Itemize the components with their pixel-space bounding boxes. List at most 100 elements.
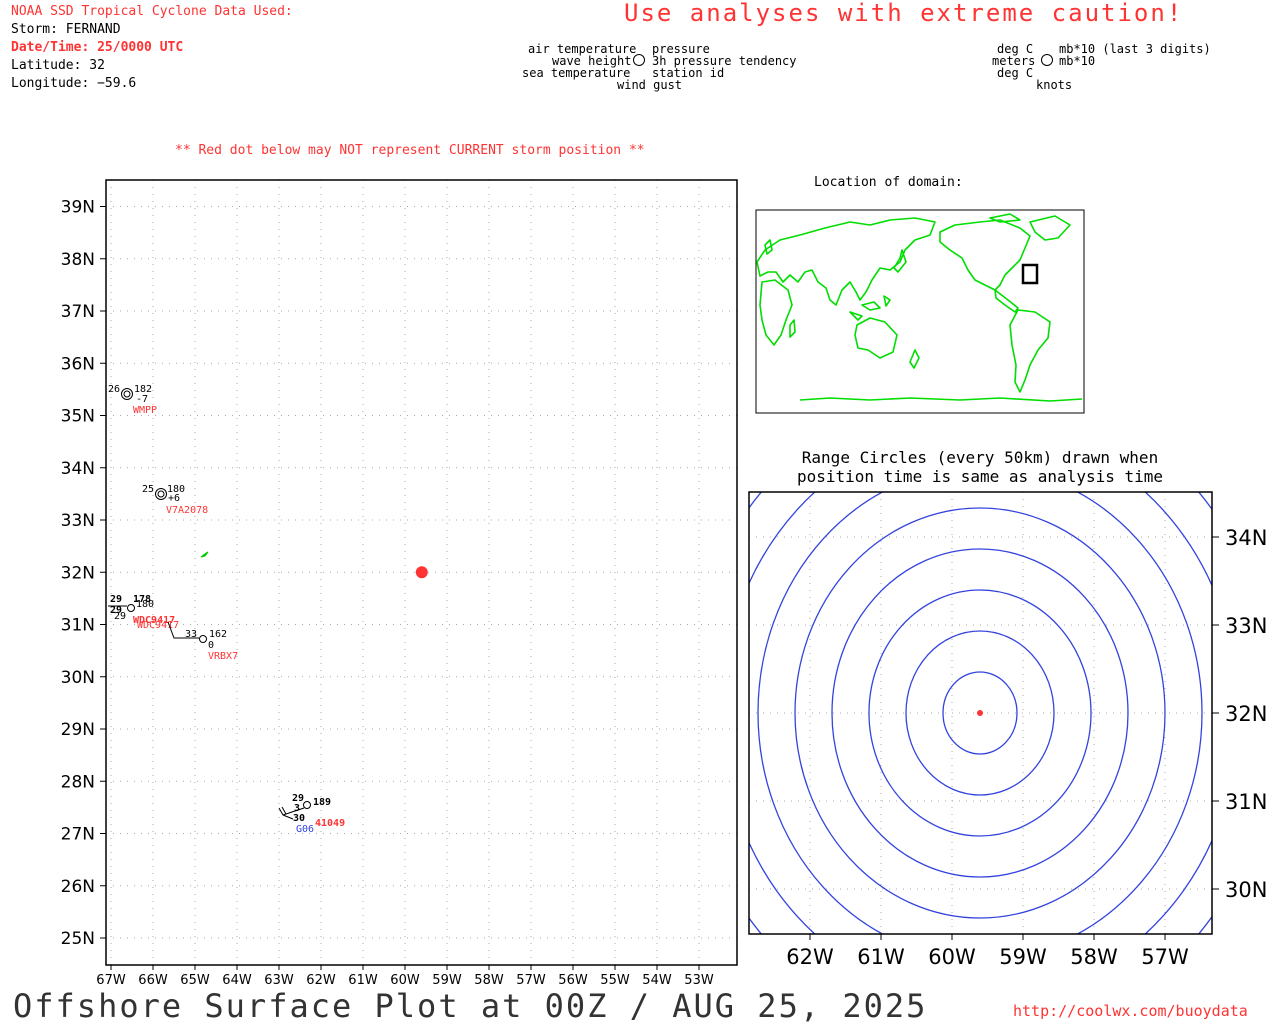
range-lon-label-57w: 57W xyxy=(1141,945,1189,969)
lon-label-63w: 63W xyxy=(264,973,294,988)
station-v7a2078-pressure: 180 xyxy=(167,484,185,495)
range-circle-250km xyxy=(794,507,1166,919)
storm-position-dot xyxy=(415,566,428,579)
footer-url-link[interactable]: http://coolwx.com/buoydata xyxy=(1013,1002,1248,1020)
legend-unit-meters: meters xyxy=(992,54,1036,68)
range-lat-label-30n: 30N xyxy=(1225,878,1267,902)
station-vrbx7-id: VRBX7 xyxy=(208,651,238,662)
storm-name: Storm: FERNAND xyxy=(11,22,121,37)
lon-label-58w: 58W xyxy=(474,973,504,988)
latitude-label: Latitude: 32 xyxy=(11,58,105,73)
lat-label-37n: 37N xyxy=(61,302,95,322)
legend-unit-deg-c: deg C xyxy=(997,42,1034,56)
data-source-label: NOAA SSD Tropical Cyclone Data Used: xyxy=(11,4,293,19)
station-v7a2078: 25 180 +6 V7A2078 xyxy=(142,484,208,516)
lon-label-59w: 59W xyxy=(432,973,462,988)
station-vrbx7-pressure: 162 xyxy=(209,629,227,640)
range-lat-label-32n: 32N xyxy=(1225,702,1267,726)
station-v7a2078-tendency: +6 xyxy=(168,493,180,504)
station-wmpp: 26 182 -7 WMPP xyxy=(108,384,157,416)
caution-banner: Use analyses with extreme caution! xyxy=(624,0,1184,27)
buoy-41049-air: 29 xyxy=(292,793,304,804)
buoy-41049-pressure: 189 xyxy=(313,797,331,808)
lon-label-57w: 57W xyxy=(516,973,546,988)
range-circle-50km xyxy=(942,671,1018,755)
lon-label-67w: 67W xyxy=(96,973,126,988)
lat-label-31n: 31N xyxy=(61,616,95,636)
lat-label-26n: 26N xyxy=(61,877,95,897)
station-wmpp-air: 26 xyxy=(108,384,120,395)
lon-label-54w: 54W xyxy=(642,973,672,988)
world-coastlines xyxy=(756,213,1083,402)
station-vrbx7-air: 33 xyxy=(185,629,197,640)
lon-label-53w: 53W xyxy=(684,973,714,988)
legend-station-id: station id xyxy=(652,66,725,80)
lon-label-55w: 55W xyxy=(600,973,630,988)
lat-label-27n: 27N xyxy=(61,825,95,845)
range-circles xyxy=(749,492,1212,934)
legend-wave-height: wave height xyxy=(552,54,632,68)
station-v7a2078-air: 25 xyxy=(142,484,154,495)
range-circle-100km xyxy=(905,630,1055,796)
range-lon-label-58w: 58W xyxy=(1070,945,1118,969)
lat-label-38n: 38N xyxy=(61,250,95,270)
bermuda-coastline xyxy=(200,551,209,558)
lat-label-33n: 33N xyxy=(61,511,95,531)
buoy-41049-sea: 30 xyxy=(293,813,305,824)
legend-wind-gust: wind gust xyxy=(617,78,683,92)
lat-label-34n: 34N xyxy=(61,459,95,479)
inset-title: Location of domain: xyxy=(814,175,963,190)
lat-label-39n: 39N xyxy=(61,198,95,218)
lon-label-64w: 64W xyxy=(222,973,252,988)
lon-label-60w: 60W xyxy=(390,973,420,988)
buoy-41049-wave: 3 xyxy=(294,803,300,814)
lat-label-28n: 28N xyxy=(61,772,95,792)
lat-label-36n: 36N xyxy=(61,354,95,374)
range-title-line1: Range Circles (every 50km) drawn when xyxy=(802,448,1158,467)
station-wdc9417-id: WDC9417 xyxy=(133,615,175,626)
station-wdc9417-id-shadow: WDC9417 xyxy=(137,620,179,631)
range-lon-label-60w: 60W xyxy=(928,945,976,969)
legend-air-temperature: air temperature xyxy=(528,42,637,56)
date-time: Date/Time: 25/0000 UTC xyxy=(11,40,184,55)
domain-location-box xyxy=(1021,263,1039,285)
station-v7a2078-id: V7A2078 xyxy=(166,505,208,516)
legend-pressure: pressure xyxy=(652,42,710,56)
lon-label-65w: 65W xyxy=(180,973,210,988)
world-inset-map xyxy=(755,209,1085,414)
station-wdc9417-extra-pressure: 180 xyxy=(136,599,154,610)
buoy-41049: 29 189 3 30 41049 G06 xyxy=(278,793,345,835)
station-circle-icon xyxy=(633,54,645,66)
station-wmpp-pressure: 182 xyxy=(134,384,152,395)
range-circle-150km xyxy=(868,589,1092,837)
range-storm-dot xyxy=(977,710,983,716)
range-lon-labels: 62W 61W 60W 59W 58W 57W xyxy=(786,934,1189,969)
range-circle-300km xyxy=(757,492,1203,934)
range-circle-200km xyxy=(831,548,1129,878)
range-lon-label-59w: 59W xyxy=(999,945,1047,969)
buoy-41049-gust-id: G06 xyxy=(296,824,314,835)
range-circles-area xyxy=(749,492,1212,934)
legend-sea-temperature: sea temperature xyxy=(522,66,631,80)
legend-unit-deg-c-sea: deg C xyxy=(997,66,1034,80)
legend-unit-mb: mb*10 (last 3 digits) xyxy=(1059,42,1211,56)
range-title-line2: position time is same as analysis time xyxy=(797,467,1163,486)
station-wdc9417-air: 29 xyxy=(110,594,122,605)
station-wdc9417-extra-air: 29 xyxy=(110,605,122,616)
lat-label-35n: 35N xyxy=(61,407,95,427)
main-map-frame xyxy=(105,179,738,966)
station-wdc9417-pressure: 178 xyxy=(133,594,151,605)
legend-unit-mb-tendency: mb*10 xyxy=(1059,54,1096,68)
lat-label-25n: 25N xyxy=(61,929,95,949)
lon-label-66w: 66W xyxy=(138,973,168,988)
range-lat-label-33n: 33N xyxy=(1225,614,1267,638)
range-lat-label-31n: 31N xyxy=(1225,790,1267,814)
range-lat-label-34n: 34N xyxy=(1225,526,1267,550)
lat-label-30n: 30N xyxy=(61,668,95,688)
station-vrbx7-tendency: 0 xyxy=(208,640,214,651)
lon-label-56w: 56W xyxy=(558,973,588,988)
main-map-grid xyxy=(100,180,737,970)
station-vrbx7: 33 162 0 VRBX7 xyxy=(167,621,238,662)
range-lon-label-62w: 62W xyxy=(786,945,834,969)
